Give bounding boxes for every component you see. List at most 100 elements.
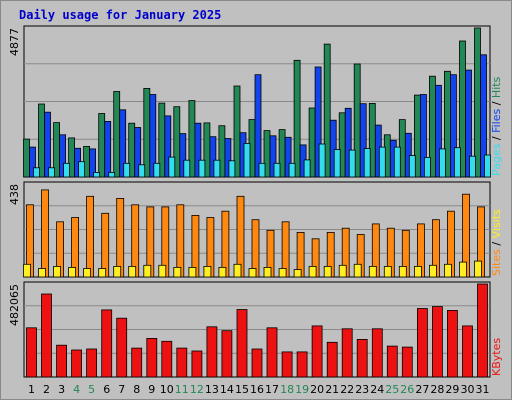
x-tick-label-30: 30 (461, 383, 475, 396)
x-tick-label-15: 15 (235, 383, 249, 396)
bar-hits-pages-1 (33, 167, 40, 178)
bar-sites-visits-1 (23, 263, 31, 278)
bar-kbytes-kbytes-12 (191, 350, 203, 378)
legend-part: Hits (490, 76, 503, 98)
bar-kbytes-kbytes-21 (326, 341, 338, 378)
bar-kbytes-kbytes-18 (281, 351, 293, 378)
bar-hits-pages-13 (213, 159, 221, 178)
bar-kbytes-kbytes-6 (101, 309, 113, 378)
bar-kbytes-kbytes-3 (56, 344, 67, 378)
x-tick-label-11: 11 (175, 383, 189, 396)
legend-part: Visits (490, 209, 503, 238)
x-tick-label-13: 13 (205, 383, 219, 396)
panel-sites-legend-label: Sites / Visits (490, 209, 503, 276)
bar-hits-pages-3 (63, 162, 70, 178)
bar-sites-visits-21 (323, 265, 332, 278)
bar-kbytes-kbytes-19 (296, 351, 308, 378)
bar-hits-pages-2 (48, 167, 55, 178)
bar-hits-files-28 (434, 84, 442, 178)
bar-sites-visits-8 (128, 265, 137, 278)
legend-part: / (490, 98, 503, 109)
bar-sites-sites-5 (86, 195, 94, 278)
bar-hits-pages-4 (78, 161, 85, 178)
bar-sites-sites-7 (116, 197, 125, 278)
bar-hits-files-6 (104, 121, 112, 178)
bar-kbytes-kbytes-17 (266, 327, 278, 378)
bar-hits-files-21 (329, 119, 337, 178)
bar-sites-visits-7 (113, 265, 122, 278)
bar-hits-hits-19 (293, 59, 301, 178)
bar-kbytes-kbytes-9 (146, 337, 158, 378)
bar-sites-visits-19 (293, 269, 302, 278)
panel-kbytes-legend-label: KBytes (490, 338, 503, 376)
bar-sites-visits-16 (248, 268, 257, 278)
bar-hits-pages-16 (258, 162, 266, 178)
bar-hits-files-26 (404, 132, 412, 178)
bar-hits-hits-9 (143, 88, 151, 178)
bar-sites-visits-23 (353, 263, 362, 278)
x-tick-label-18: 18 (280, 383, 294, 396)
x-tick-label-3: 3 (58, 383, 65, 396)
bar-sites-visits-28 (428, 264, 437, 278)
bar-kbytes-kbytes-11 (176, 347, 188, 378)
bar-hits-pages-12 (198, 159, 206, 178)
x-tick-label-21: 21 (325, 383, 339, 396)
bar-sites-visits-20 (308, 265, 317, 278)
bar-kbytes-kbytes-22 (341, 328, 353, 378)
bar-sites-sites-11 (176, 204, 185, 278)
bar-hits-pages-21 (333, 149, 341, 178)
legend-part: / (490, 238, 503, 249)
bar-hits-pages-6 (108, 171, 116, 178)
bar-kbytes-kbytes-24 (371, 328, 383, 378)
bar-hits-files-5 (89, 148, 96, 178)
bar-hits-files-18 (284, 136, 292, 178)
bar-sites-visits-25 (383, 265, 392, 278)
bar-hits-pages-23 (363, 148, 371, 178)
x-tick-label-24: 24 (370, 383, 384, 396)
bar-kbytes-kbytes-20 (311, 325, 323, 378)
bar-sites-visits-11 (173, 266, 182, 278)
bar-sites-sites-6 (101, 212, 110, 278)
bar-hits-files-10 (164, 115, 172, 178)
bar-kbytes-kbytes-23 (356, 338, 368, 378)
bar-sites-visits-13 (203, 265, 212, 278)
legend-part: / (490, 133, 503, 144)
legend-part: Files (490, 109, 503, 133)
bar-hits-files-11 (179, 133, 187, 178)
bar-sites-visits-10 (158, 264, 167, 278)
bar-sites-visits-5 (83, 268, 91, 278)
bar-kbytes-kbytes-31 (477, 283, 488, 378)
bar-hits-pages-7 (123, 162, 131, 178)
bar-hits-pages-31 (484, 154, 491, 178)
x-tick-label-9: 9 (148, 383, 155, 396)
bar-hits-pages-19 (303, 159, 311, 178)
x-tick-label-1: 1 (28, 383, 35, 396)
bar-kbytes-kbytes-2 (41, 293, 52, 378)
bar-kbytes-kbytes-28 (431, 306, 443, 378)
x-tick-label-20: 20 (310, 383, 324, 396)
x-tick-label-12: 12 (190, 383, 204, 396)
bar-hits-pages-15 (243, 142, 251, 178)
panel-hits-legend-label: Pages / Files / Hits (490, 76, 503, 176)
bar-kbytes-kbytes-25 (386, 345, 398, 378)
bar-sites-visits-29 (443, 263, 452, 278)
panel-sites-ymax-label: 438 (8, 184, 21, 205)
x-tick-label-27: 27 (415, 383, 429, 396)
bar-kbytes-kbytes-14 (221, 330, 233, 378)
legend-part: Sites (490, 249, 503, 276)
bar-hits-pages-8 (138, 164, 146, 178)
bar-hits-pages-11 (183, 159, 191, 178)
bar-hits-pages-14 (228, 160, 236, 178)
bar-sites-visits-17 (263, 266, 272, 278)
bar-sites-visits-6 (98, 268, 107, 278)
x-tick-label-14: 14 (220, 383, 234, 396)
x-tick-label-29: 29 (445, 383, 459, 396)
bar-hits-files-30 (465, 69, 472, 178)
bar-hits-pages-5 (93, 171, 100, 178)
bar-kbytes-kbytes-15 (236, 309, 248, 378)
bar-hits-hits-2 (38, 103, 45, 178)
bar-sites-visits-18 (278, 268, 287, 278)
bar-hits-files-8 (134, 127, 142, 178)
x-tick-label-5: 5 (88, 383, 95, 396)
bar-hits-files-17 (269, 135, 277, 178)
